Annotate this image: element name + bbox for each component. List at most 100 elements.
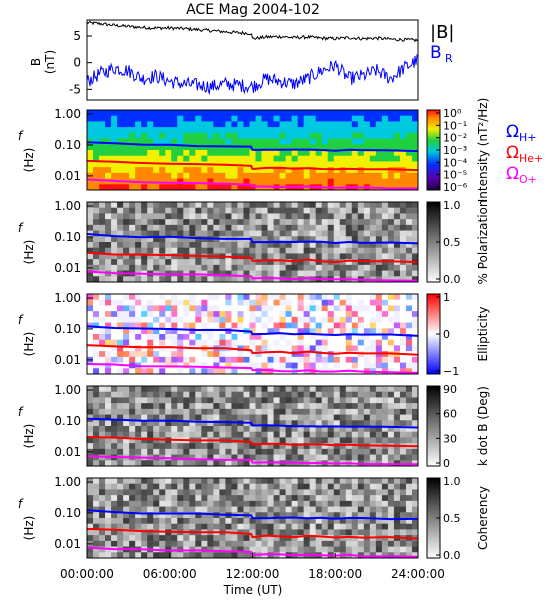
spectrogram-cell (255, 230, 263, 237)
spectrogram-cell (255, 540, 263, 548)
spectrogram-cell (369, 138, 377, 145)
colorbar-tick-label: 0.5 (443, 236, 461, 249)
spectrogram-cell (399, 386, 407, 393)
spectrogram-cell (387, 230, 395, 237)
spectrogram-cell (333, 495, 341, 502)
spectrogram-cell (405, 506, 413, 513)
spectrogram-cell (237, 403, 244, 410)
spectrogram-cell (363, 230, 371, 237)
spectrogram-cell (195, 167, 202, 174)
spectrogram-cell (147, 161, 154, 168)
spectrogram-cell (309, 414, 317, 421)
spectrogram-cell (105, 311, 112, 318)
spectrogram-cell (201, 339, 208, 346)
spectrogram-cell (393, 202, 401, 209)
spectrogram-cell (243, 437, 250, 444)
spectrogram-cell (171, 345, 178, 352)
spectrogram-cell (129, 368, 136, 375)
spectrogram-cell (183, 178, 190, 185)
spectrogram-cell (87, 351, 94, 358)
spectrogram-cell (255, 518, 263, 525)
spectrogram-cell (171, 403, 178, 410)
spectrogram-cell (291, 121, 299, 128)
spectrogram-cell (339, 144, 347, 151)
spectrogram-cell (105, 386, 112, 393)
spectrogram-cell (213, 420, 220, 427)
spectrogram-cell (219, 276, 226, 283)
spectrogram-cell (141, 213, 148, 220)
spectrogram-cell (87, 529, 94, 536)
spectrogram-cell (117, 368, 124, 375)
spectrogram-cell (375, 155, 383, 162)
spectrogram-cell (333, 172, 341, 180)
spectrogram-cell (105, 431, 112, 438)
spectrogram-cell (381, 356, 389, 364)
spectrogram-cell (165, 316, 172, 324)
spectrogram-cell (405, 316, 413, 324)
spectrogram-cell (165, 178, 172, 185)
colorbar-tick-label: 10⁻⁴ (443, 156, 468, 169)
spectrogram-cell (339, 115, 347, 122)
spectrogram-cell (231, 322, 238, 329)
spectrogram-cell (93, 253, 100, 260)
spectrogram-cell (195, 242, 202, 249)
spectrogram-cell (387, 322, 395, 329)
spectrogram-cell (135, 236, 142, 243)
spectrogram-cell (129, 161, 136, 168)
spectrogram-cell (333, 478, 341, 485)
legend-b-mag: |B| (430, 22, 454, 43)
spectrogram-cell (357, 414, 365, 421)
spectrogram-cell (99, 150, 106, 157)
spectrogram-cell (267, 138, 275, 145)
spectrogram-cell (279, 172, 287, 180)
spectrogram-cell (375, 316, 383, 324)
spectrogram-cell (135, 127, 142, 134)
spectrogram-cell (201, 386, 208, 393)
spectrogram-cell (345, 397, 353, 404)
spectrogram-cell (315, 420, 323, 427)
spectrogram-cell (399, 356, 407, 364)
spectrogram-cell (147, 368, 154, 375)
spectrogram-cell (387, 478, 395, 485)
spectrogram-cell (171, 150, 178, 157)
spectrogram-cell (201, 264, 208, 272)
spectrogram-cell (213, 207, 220, 214)
spectrogram-cell (249, 270, 257, 277)
spectrogram-cell (405, 431, 413, 438)
spectrogram-cell (249, 253, 257, 260)
spectrogram-cell (201, 236, 208, 243)
spectrogram-cell (123, 414, 130, 421)
spectrogram-cell (411, 431, 419, 438)
spectrogram-cell (357, 224, 365, 232)
spectrogram-cell (105, 368, 112, 375)
spectrogram-cell (279, 150, 287, 157)
spectrogram-cell (303, 299, 311, 306)
spectrogram-cell (303, 236, 311, 243)
spectrogram-cell (387, 132, 395, 140)
spectrogram-cell (315, 495, 323, 502)
spectrogram-cell (381, 311, 389, 318)
spectrogram-cell (351, 529, 359, 536)
spectrogram-cell (117, 236, 124, 243)
spectrogram-cell (231, 247, 238, 254)
spectrogram-cell (135, 259, 142, 266)
spectrogram-cell (135, 207, 142, 214)
spectrogram-cell (381, 414, 389, 421)
spectrogram-cell (297, 316, 305, 324)
spectrogram-cell (87, 437, 94, 444)
spectrogram-cell (105, 489, 112, 496)
spectrogram-cell (201, 115, 208, 122)
spectrogram-cell (387, 529, 395, 536)
spectrogram-cell (243, 178, 250, 185)
spectrogram-cell (207, 535, 214, 542)
legend-b-r-sub: R (445, 52, 453, 65)
spectrogram-cell (201, 535, 208, 542)
spectrogram-cell (393, 155, 401, 162)
spectrogram-cell (147, 167, 154, 174)
spectrogram-cell (231, 448, 238, 456)
spectrogram-cell (291, 167, 299, 174)
spectrogram-cell (135, 155, 142, 162)
spectrogram-cell (159, 155, 166, 162)
spectrogram-cell (387, 518, 395, 525)
spectrogram-cell (237, 213, 244, 220)
